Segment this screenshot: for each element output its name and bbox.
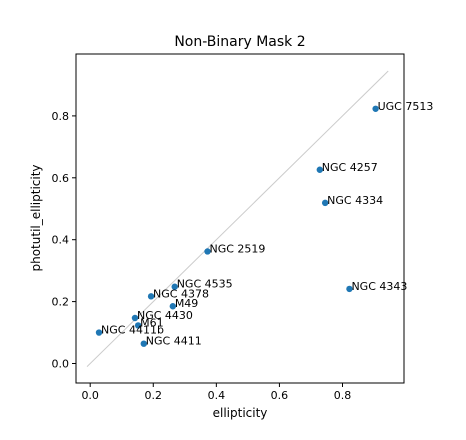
point-label: NGC 2519: [210, 242, 266, 255]
data-point: [169, 303, 177, 310]
data-point: [372, 105, 379, 112]
point-label: M61: [140, 316, 164, 329]
y-axis: 0.0 0.2 0.4 0.6 0.8: [52, 110, 76, 371]
point-label: UGC 7513: [378, 100, 434, 113]
reference-line: [86, 70, 389, 367]
x-tick-label: 0.8: [334, 389, 352, 402]
point-label: NGC 4411b: [101, 324, 164, 337]
data-point: [321, 199, 329, 207]
y-tick-label: 0.0: [52, 358, 70, 371]
x-tick-label: 0.0: [81, 389, 99, 402]
data-point: [316, 166, 323, 173]
plot-area: UGC 7513 NGC 4257 NGC 4334 NGC 2519 NGC 4343…: [86, 70, 434, 367]
x-tick-label: 0.2: [145, 389, 163, 402]
x-axis-label: ellipticity: [213, 406, 268, 420]
chart-title: Non-Binary Mask 2: [174, 34, 305, 50]
point-label: NGC 4411: [146, 335, 202, 348]
point-label: NGC 4257: [322, 161, 378, 174]
y-tick-label: 0.6: [52, 172, 70, 185]
point-label: NGC 4378: [153, 287, 209, 300]
y-axis-label: photutil_ellipticity: [29, 164, 43, 271]
x-tick-label: 0.4: [208, 389, 226, 402]
y-tick-label: 0.2: [52, 296, 70, 309]
point-label: NGC 4343: [351, 280, 407, 293]
data-point: [147, 293, 155, 300]
point-label: M49: [175, 297, 199, 310]
data-point: [140, 340, 148, 347]
point-label: NGC 4430: [137, 309, 193, 322]
point-label: NGC 4535: [177, 278, 233, 291]
data-point: [134, 322, 142, 329]
data-point: [346, 285, 353, 293]
plot-frame: [75, 53, 405, 384]
y-tick-label: 0.4: [52, 234, 70, 247]
data-point: [131, 314, 139, 322]
x-tick-label: 0.6: [271, 389, 289, 402]
data-point: [95, 329, 103, 336]
data-point: [204, 248, 211, 255]
x-axis: 0.0 0.2 0.4 0.6 0.8: [81, 383, 351, 402]
point-label: NGC 4334: [327, 194, 383, 207]
data-point: [171, 283, 178, 290]
y-tick-label: 0.8: [52, 110, 70, 123]
